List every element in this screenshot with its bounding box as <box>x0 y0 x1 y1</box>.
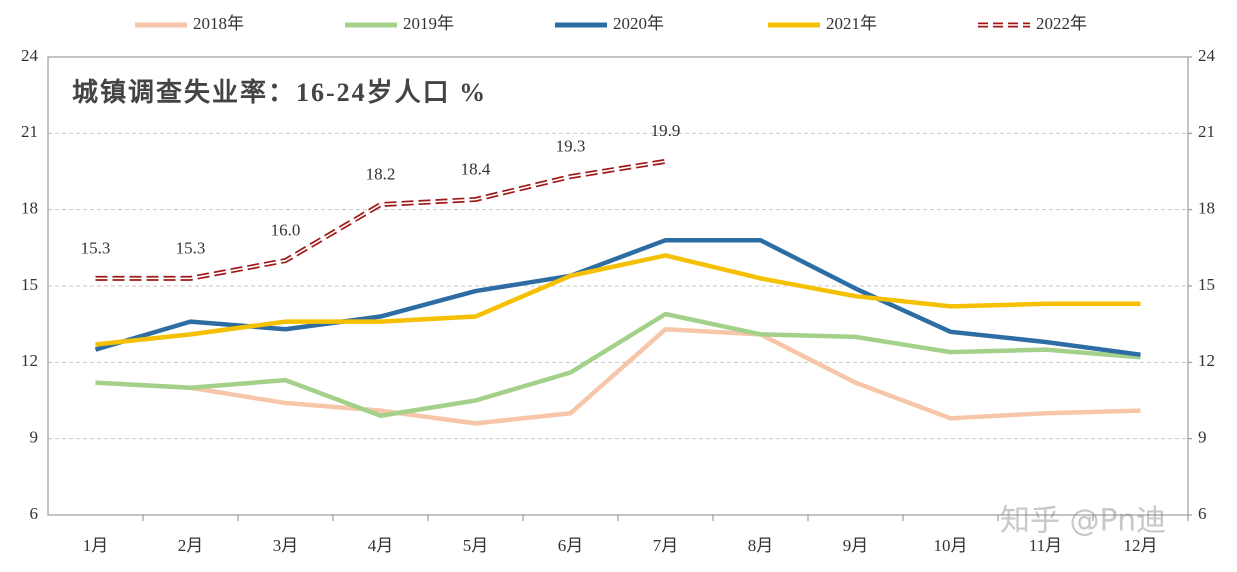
x-tick-label: 11月 <box>1029 536 1062 555</box>
x-tick-label: 7月 <box>653 536 679 555</box>
y-tick-label: 21 <box>21 122 38 141</box>
y2-tick-label: 9 <box>1198 428 1207 447</box>
y2-tick-label: 18 <box>1198 199 1215 218</box>
y2-tick-label: 21 <box>1198 122 1215 141</box>
x-tick-label: 12月 <box>1124 536 1158 555</box>
data-label: 18.2 <box>366 164 396 183</box>
y-tick-label: 15 <box>21 275 38 294</box>
x-tick-label: 4月 <box>368 536 394 555</box>
series-line <box>95 253 1141 347</box>
series-line <box>95 311 1141 419</box>
series-line-inner <box>95 160 666 280</box>
data-label: 15.3 <box>176 238 206 257</box>
y2-tick-label: 24 <box>1198 46 1216 65</box>
series-line <box>95 327 1141 426</box>
x-tick-label: 3月 <box>273 536 299 555</box>
legend-label: 2019年 <box>403 14 454 33</box>
y2-tick-label: 15 <box>1198 275 1215 294</box>
y-tick-label: 9 <box>30 428 39 447</box>
legend-label: 2018年 <box>193 14 244 33</box>
series-line <box>94 237 1141 357</box>
data-label: 15.3 <box>81 238 111 257</box>
x-tick-label: 6月 <box>558 536 584 555</box>
data-label: 16.0 <box>271 220 301 239</box>
y2-tick-label: 6 <box>1198 504 1207 523</box>
data-label: 19.9 <box>651 121 681 140</box>
legend-label: 2021年 <box>826 14 877 33</box>
y-tick-label: 24 <box>21 46 39 65</box>
legend-label: 2022年 <box>1036 14 1087 33</box>
watermark: 知乎 @Pn迪 <box>1000 504 1166 539</box>
x-tick-label: 2月 <box>178 536 204 555</box>
chart-title: 城镇调查失业率：16-24岁人口 % <box>72 77 487 107</box>
y-tick-label: 18 <box>21 199 38 218</box>
x-tick-label: 10月 <box>934 536 968 555</box>
data-label: 19.3 <box>556 136 586 155</box>
legend-label: 2020年 <box>613 14 664 33</box>
y-tick-label: 6 <box>30 504 39 523</box>
x-tick-label: 9月 <box>843 536 869 555</box>
x-tick-label: 5月 <box>463 536 489 555</box>
x-tick-label: 8月 <box>748 536 774 555</box>
x-tick-label: 1月 <box>83 536 109 555</box>
y2-tick-label: 12 <box>1198 351 1215 370</box>
y-tick-label: 12 <box>21 351 38 370</box>
data-label: 18.4 <box>461 159 491 178</box>
